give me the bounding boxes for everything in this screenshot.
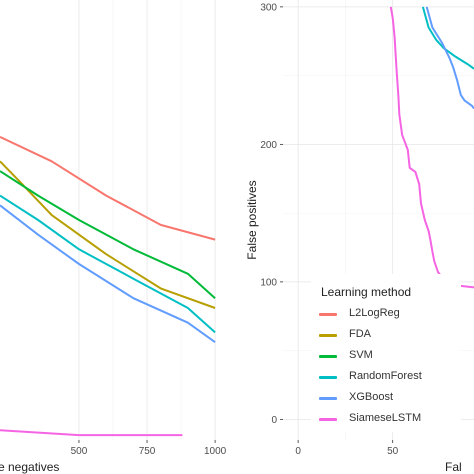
legend-key-l2logreg [319, 313, 337, 316]
x-axis-label: e negatives [0, 460, 59, 474]
legend-item-siameselstm: SiameseLSTM [319, 409, 459, 429]
legend-title: Learning method [321, 285, 412, 299]
series-line-randomforest [0, 194, 216, 334]
legend-item-svm: SVM [319, 346, 459, 366]
series-line-fda [0, 160, 216, 309]
y-tick-label: 0 [271, 415, 277, 426]
y-tick-label: 200 [260, 140, 277, 151]
series-line-xgboost [0, 204, 216, 344]
legend-key-randomforest [319, 376, 337, 379]
legend-item-l2logreg: L2LogReg [319, 304, 459, 324]
y-axis-label: False positives [245, 180, 259, 259]
series-line-xgboost [425, 6, 474, 110]
legend-item-randomforest: RandomForest [319, 367, 459, 387]
legend-item-fda: FDA [319, 325, 459, 345]
series-line-siameselstm [0, 429, 183, 437]
x-tick-label: 750 [139, 446, 156, 457]
x-tick-label: 1000 [204, 446, 227, 457]
legend-label-xgboost: XGBoost [349, 391, 394, 403]
series-line-siameselstm [389, 6, 474, 289]
legend-key-svm [319, 355, 337, 358]
y-tick-label: 100 [260, 277, 277, 288]
y-tick-label: 300 [260, 2, 277, 13]
legend: Learning method L2LogReg FDA SVM RandomF… [311, 274, 461, 432]
left-chart-panel: 500 750 1000 e negatives [0, 0, 227, 474]
legend-label-siameselstm: SiameseLSTM [349, 412, 422, 424]
legend-label-svm: SVM [349, 349, 373, 361]
legend-label-randomforest: RandomForest [349, 370, 422, 382]
series-line-randomforest [421, 6, 474, 70]
legend-label-l2logreg: L2LogReg [349, 307, 400, 319]
legend-key-fda [319, 334, 337, 337]
x-tick-label: 500 [71, 446, 88, 457]
legend-key-siameselstm [319, 418, 337, 421]
legend-label-fda: FDA [349, 328, 371, 340]
legend-key-xgboost [319, 397, 337, 400]
x-axis-label: Fal [445, 460, 462, 474]
x-tick-label: 0 [295, 446, 301, 457]
series-line-svm [0, 170, 216, 299]
series-line-l2logreg [0, 135, 216, 241]
x-tick-label: 50 [387, 446, 399, 457]
legend-item-xgboost: XGBoost [319, 388, 459, 408]
